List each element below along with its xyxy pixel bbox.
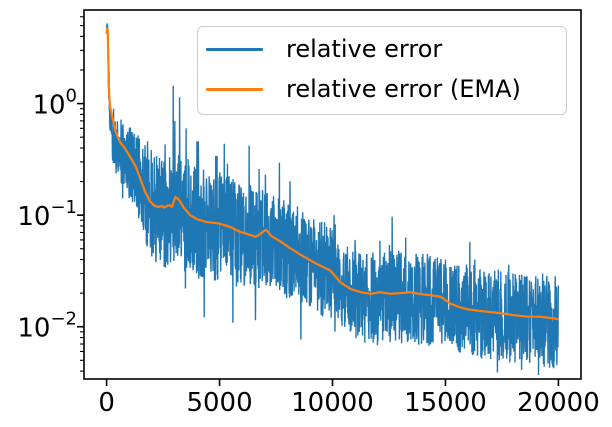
legend-entry: relative error — [198, 29, 566, 69]
y-tick-label: 10−2 — [17, 309, 77, 344]
x-tick-label: 0 — [98, 388, 115, 418]
legend: relative error relative error (EMA) — [197, 26, 567, 115]
legend-line-sample-blue-icon — [206, 47, 263, 51]
x-tick-label: 15000 — [404, 388, 487, 418]
y-tick-label: 10−1 — [17, 197, 77, 232]
legend-label: relative error (EMA) — [286, 75, 521, 103]
x-tick-label: 20000 — [517, 388, 600, 418]
y-tick-label: 100 — [32, 86, 77, 121]
x-tick-label: 5000 — [186, 388, 252, 418]
series-line-relative-error — [105, 23, 560, 376]
legend-label: relative error — [286, 35, 443, 63]
x-tick-label: 10000 — [291, 388, 374, 418]
legend-entry: relative error (EMA) — [198, 69, 566, 109]
series-line-relative-error-ema — [105, 27, 559, 321]
plot-area — [105, 23, 560, 376]
legend-line-sample-orange-icon — [206, 87, 263, 91]
